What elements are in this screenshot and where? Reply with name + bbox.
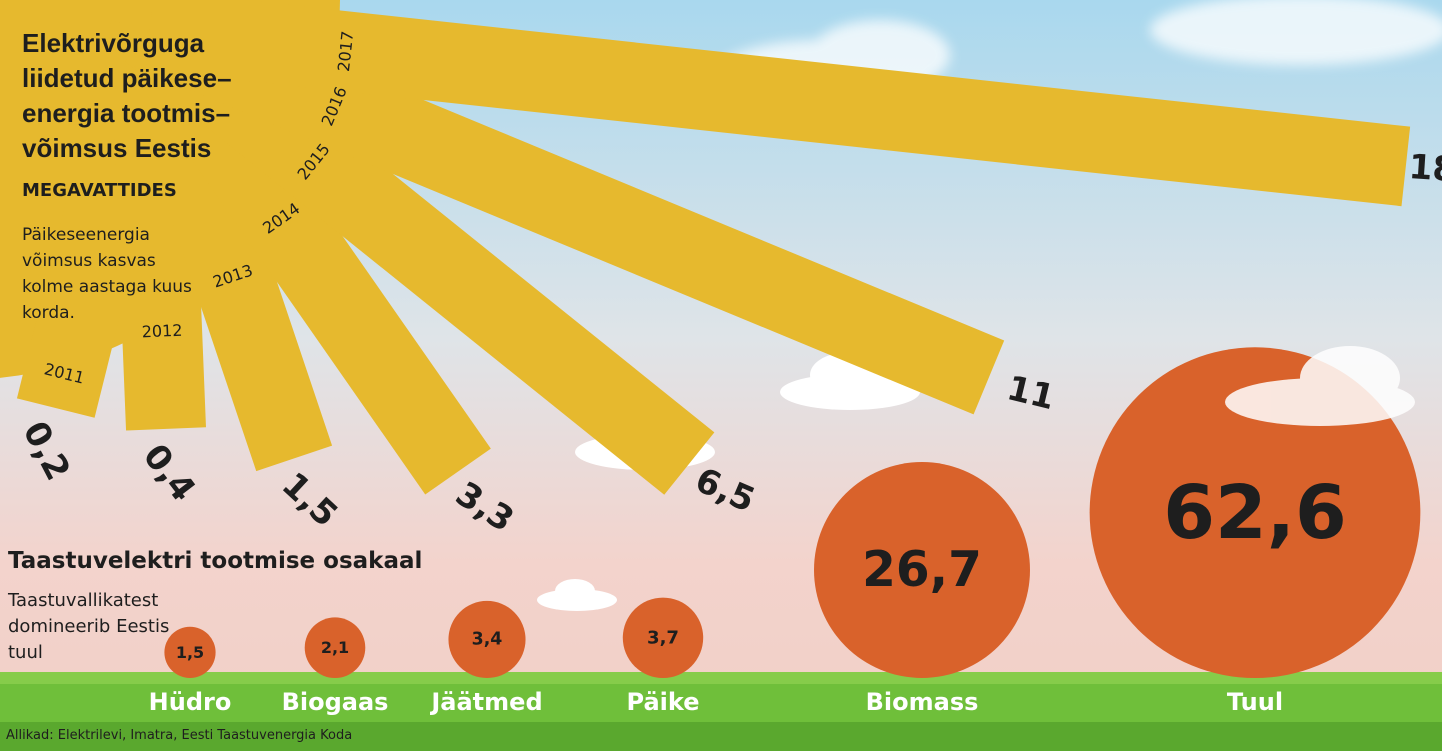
bubble — [622, 597, 704, 678]
value-label: 1,5 — [176, 643, 204, 662]
cloud — [1225, 346, 1415, 426]
rays — [16, 0, 1411, 495]
title: Taastuvelektri tootmise osakaal — [8, 548, 423, 574]
category-label: Biogaas — [282, 688, 389, 716]
category-label: Biomass — [866, 688, 979, 716]
category-label: Päike — [627, 688, 700, 716]
bubble — [304, 617, 366, 678]
source: Allikad: Elektrilevi, Imatra, Eesti Taas… — [6, 728, 353, 743]
value-label: 2,1 — [321, 638, 349, 657]
category-label: Tuul — [1227, 688, 1283, 716]
value-label: 18,4 — [1407, 147, 1442, 192]
title: Elektrivõrguga liidetud päikese–energia … — [22, 28, 232, 163]
value-label: 26,7 — [862, 542, 982, 598]
year-label: 2017 — [334, 30, 357, 73]
annotation: Päikeseenergia võimsus kasvas kolme aast… — [22, 225, 192, 323]
ray-bar — [145, 0, 1411, 207]
bubble — [814, 462, 1030, 678]
bubble — [1089, 347, 1421, 678]
bubble — [448, 600, 526, 678]
subtitle: MEGAVATTIDES — [22, 180, 177, 201]
ray-bar — [134, 0, 1005, 415]
cloud-part — [1300, 346, 1400, 410]
category-label: Hüdro — [149, 688, 232, 716]
annotation: Taastuvallikatest domineerib Eestis tuul — [8, 590, 170, 663]
grass-bottom — [0, 722, 1442, 751]
grass-top — [0, 672, 1442, 684]
category-label: Jäätmed — [429, 688, 542, 716]
value-label: 62,6 — [1163, 469, 1347, 556]
value-label: 3,4 — [472, 629, 503, 649]
value-label: 3,7 — [647, 627, 679, 648]
bubble — [164, 626, 216, 678]
ray-bar — [112, 17, 333, 472]
year-label: 2012 — [141, 321, 182, 342]
